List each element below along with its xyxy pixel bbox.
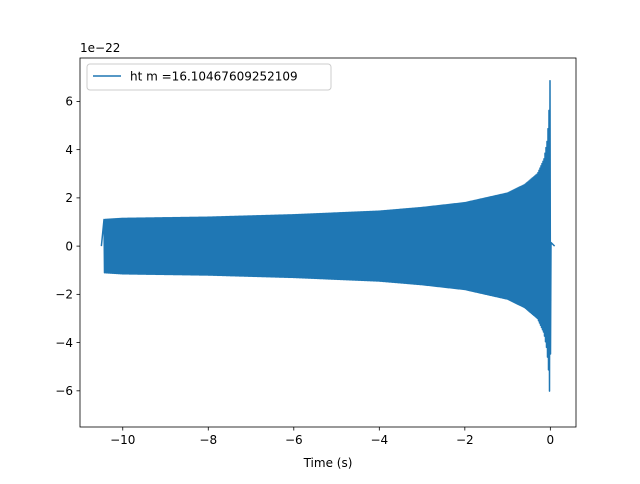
x-axis-label: Time (s)	[303, 456, 353, 470]
legend-label: ht m =16.10467609252109	[130, 70, 298, 84]
series-line	[100, 80, 556, 392]
plot-area	[100, 80, 556, 392]
x-tick-label: −10	[110, 433, 135, 447]
x-tick-label: −4	[370, 433, 388, 447]
y-axis-scale-label: 1e−22	[80, 41, 120, 55]
y-tick-label: 6	[65, 95, 73, 109]
legend: ht m =16.10467609252109	[86, 63, 332, 91]
y-tick-label: 4	[65, 143, 73, 157]
legend-box	[86, 63, 332, 91]
y-tick-label: −2	[55, 288, 73, 302]
x-tick-label: −2	[456, 433, 474, 447]
x-tick-label: −6	[285, 433, 303, 447]
y-tick-label: −4	[55, 336, 73, 350]
y-tick-label: 2	[65, 191, 73, 205]
axes-frame	[79, 57, 577, 428]
x-axis: −10 −8 −6 −4 −2 0	[110, 427, 554, 447]
y-tick-label: 0	[65, 239, 73, 253]
y-tick-label: −6	[55, 384, 73, 398]
x-tick-label: −8	[199, 433, 217, 447]
x-tick-label: 0	[547, 433, 555, 447]
y-axis: −6 −4 −2 0 2 4 6	[55, 95, 80, 398]
